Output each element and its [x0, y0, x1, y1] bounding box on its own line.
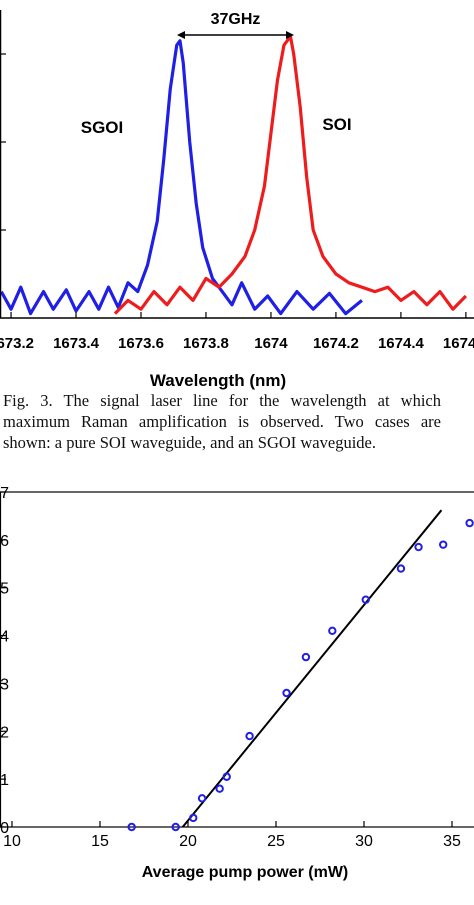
y-tick-label: 3 — [0, 676, 9, 693]
caption: Fig. 3. The signal laser line for the wa… — [3, 391, 441, 452]
spectrum-line — [113, 34, 468, 315]
x-tick-label: 25 — [267, 833, 285, 850]
data-point — [189, 813, 198, 823]
x-axis-label: Wavelength (nm) — [150, 371, 286, 390]
y-tick-label: 7 — [0, 485, 9, 502]
x-tick-label: 10 — [3, 833, 21, 850]
x-tick-label: 35 — [443, 833, 461, 850]
y-tick-label: 4 — [0, 629, 9, 646]
x-tick-label: 30 — [355, 833, 373, 850]
x-tick-label: 1673.4 — [53, 335, 100, 352]
x-tick-label: 1673.2 — [0, 335, 34, 352]
y-tick-label: 0 — [0, 820, 9, 837]
series-label: SGOI — [81, 118, 124, 137]
x-axis-label: Average pump power (mW) — [142, 864, 349, 881]
x-tick-label: 1674 — [254, 335, 288, 352]
y-tick-label: 6 — [0, 533, 9, 550]
x-tick-label: 15 — [91, 833, 109, 850]
x-tick-label: 1674.4 — [378, 335, 425, 352]
spectrum-line — [0, 39, 363, 316]
plot-frame — [0, 491, 474, 828]
data-point — [438, 540, 448, 549]
data-point — [465, 518, 474, 528]
x-tick-label: 1673.6 — [118, 335, 164, 352]
x-tick-label: 1673.8 — [183, 335, 229, 352]
y-tick-label: 2 — [0, 724, 9, 741]
data-point — [396, 564, 406, 573]
x-tick-label: 20 — [179, 833, 197, 850]
fit-line — [181, 509, 443, 828]
data-point — [414, 542, 423, 552]
data-point — [245, 731, 254, 741]
y-tick-label: 1 — [0, 772, 9, 789]
data-point — [171, 822, 180, 832]
data-point — [215, 784, 224, 793]
data-point — [197, 794, 207, 803]
annotation: 37GHz — [211, 11, 261, 28]
data-point — [361, 595, 370, 604]
series-label: SOI — [322, 115, 351, 134]
data-point — [328, 626, 337, 635]
x-tick-label: 1674.6 — [443, 335, 474, 352]
data-point — [282, 688, 291, 698]
data-point — [127, 822, 136, 832]
x-tick-label: 1674.2 — [313, 335, 359, 352]
data-point — [301, 652, 311, 662]
data-point — [222, 772, 231, 781]
y-tick-label: 5 — [0, 581, 9, 598]
